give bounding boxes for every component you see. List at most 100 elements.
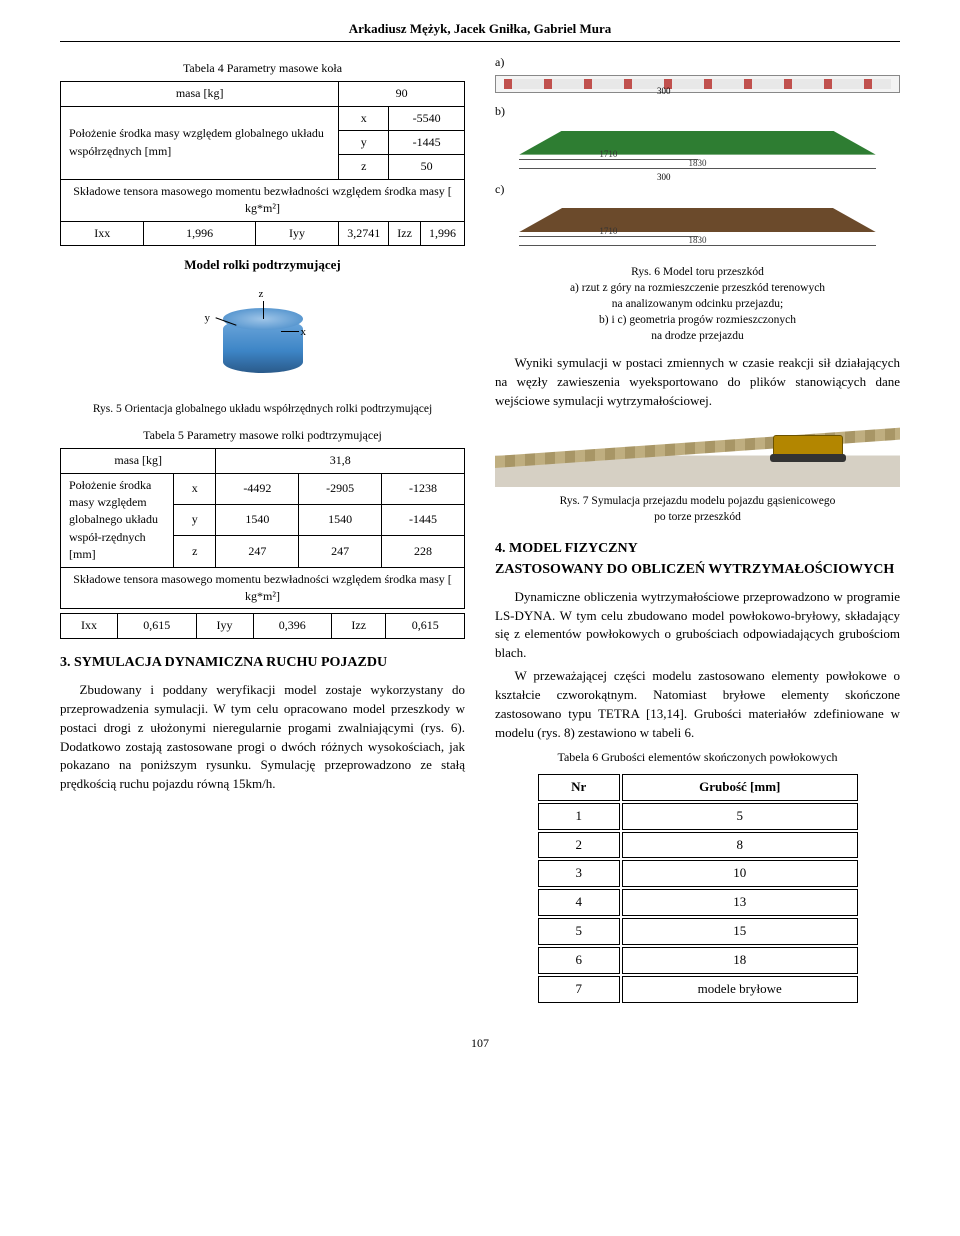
fig6-c-dim1830: 1830 — [519, 234, 875, 247]
table6: Nr Grubość [mm] 15 28 310 413 515 618 7m… — [536, 772, 860, 1005]
table5-izz-label: Izz — [332, 614, 386, 638]
axis-x-label: x — [301, 325, 307, 341]
table4-pos-label: Położenie środka masy względem globalneg… — [61, 106, 339, 179]
fig6-caption-l1: Rys. 6 Model toru przeszkód — [631, 266, 764, 278]
fig6-label-c: c) — [495, 181, 900, 198]
table5-x-2: -1238 — [382, 473, 465, 504]
table5-z-2: 228 — [382, 536, 465, 567]
roller-title: Model rolki podtrzymującej — [60, 256, 465, 275]
section4-title-l2: ZASTOSOWANY DO OBLICZEŃ WYTRZYMAŁOŚCIOWY… — [495, 562, 894, 577]
table4-x-label: x — [339, 106, 389, 130]
table5-row-z: z — [174, 536, 216, 567]
table4-izz-label: Izz — [389, 221, 421, 245]
fig6-a-diagram — [495, 75, 900, 93]
roller-figure: z y x — [193, 283, 333, 393]
table5-iyy-label: Iyy — [196, 614, 253, 638]
fig6-caption: Rys. 6 Model toru przeszkód a) rzut z gó… — [495, 264, 900, 344]
fig6-caption-l3: na analizowanym odcinku przejazdu; — [612, 298, 783, 310]
fig7-diagram — [495, 417, 900, 487]
axis-z-label: z — [259, 287, 264, 303]
table6-row: 7modele bryłowe — [538, 976, 858, 1003]
fig6-caption-l5: na drodze przejazdu — [651, 330, 744, 342]
axis-y-label: y — [205, 311, 211, 327]
table6-caption: Tabela 6 Grubości elementów skończonych … — [495, 749, 900, 766]
table4-izz-value: 1,996 — [420, 221, 464, 245]
page-header: Arkadiusz Mężyk, Jacek Gniłka, Gabriel M… — [60, 20, 900, 42]
table6-r1c1: 1 — [538, 803, 620, 830]
table5-tensor-label: Składowe tensora masowego momentu bezwła… — [61, 567, 465, 609]
table6-r2c1: 2 — [538, 832, 620, 859]
table6-r7c1: 7 — [538, 976, 620, 1003]
table6-r5c1: 5 — [538, 918, 620, 945]
fig6-b-diagram: 1710 1830 — [495, 125, 900, 181]
table5-row-y: y — [174, 505, 216, 536]
table4-x-value: -5540 — [389, 106, 465, 130]
table4-z-value: 50 — [389, 155, 465, 179]
fig6-b-dims: 1710 1830 — [519, 159, 875, 177]
table4-caption: Tabela 4 Parametry masowe koła — [60, 60, 465, 77]
table5-mass-value: 31,8 — [216, 449, 465, 473]
table5-pos-label: Położenie środka masy względem globalneg… — [61, 473, 174, 567]
section4-title-l1: 4. MODEL FIZYCZNY — [495, 541, 638, 556]
section3-title: 3. SYMULACJA DYNAMICZNA RUCHU POJAZDU — [60, 653, 465, 673]
table4-mass-value: 90 — [339, 82, 465, 106]
table4-z-label: z — [339, 155, 389, 179]
section4-p2: W przeważającej części modelu zastosowan… — [495, 667, 900, 742]
table6-r6c2: 18 — [622, 947, 858, 974]
fig6-dim-300-b: 300 — [657, 85, 671, 98]
table4: masa [kg] 90 Położenie środka masy wzglę… — [60, 81, 465, 246]
table5-izz-value: 0,615 — [386, 614, 465, 638]
table5-mass-label: masa [kg] — [61, 449, 216, 473]
table6-col1: Nr — [538, 774, 620, 801]
fig6-b-dim1830: 1830 — [519, 157, 875, 170]
fig6-dim-300-c: 300 — [657, 171, 671, 184]
table6-col2: Grubość [mm] — [622, 774, 858, 801]
table6-row: 413 — [538, 889, 858, 916]
table5-ixx-label: Ixx — [61, 614, 118, 638]
table5-inertia: Ixx 0,615 Iyy 0,396 Izz 0,615 — [60, 613, 465, 638]
table6-r5c2: 15 — [622, 918, 858, 945]
section3-p1: Zbudowany i poddany weryfikacji model zo… — [60, 681, 465, 794]
fig5-caption: Rys. 5 Orientacja globalnego układu wspó… — [60, 401, 465, 417]
table6-r4c1: 4 — [538, 889, 620, 916]
table5-caption: Tabela 5 Parametry masowe rolki podtrzym… — [60, 427, 465, 444]
table5-row-x: x — [174, 473, 216, 504]
fig6-caption-l2: a) rzut z góry na rozmieszczenie przeszk… — [570, 282, 825, 294]
table5-z-0: 247 — [216, 536, 299, 567]
table6-r1c2: 5 — [622, 803, 858, 830]
fig6-c-diagram: 1710 1830 — [495, 202, 900, 258]
table6-r6c1: 6 — [538, 947, 620, 974]
fig6-c-dims: 1710 1830 — [519, 236, 875, 254]
table5-y-1: 1540 — [299, 505, 382, 536]
table6-row: 310 — [538, 860, 858, 887]
section4-title: 4. MODEL FIZYCZNY ZASTOSOWANY DO OBLICZE… — [495, 539, 900, 580]
table6-r2c2: 8 — [622, 832, 858, 859]
fig7-caption: Rys. 7 Symulacja przejazdu modelu pojazd… — [495, 493, 900, 525]
table5-y-0: 1540 — [216, 505, 299, 536]
fig6-caption-l4: b) i c) geometria progów rozmieszczonych — [599, 314, 796, 326]
table5-iyy-value: 0,396 — [253, 614, 332, 638]
fig7-vehicle — [773, 435, 843, 457]
page-number: 107 — [60, 1035, 900, 1052]
table5-y-2: -1445 — [382, 505, 465, 536]
left-column: Tabela 4 Parametry masowe koła masa [kg]… — [60, 54, 465, 1011]
fig7-caption-l2: po torze przeszkód — [654, 511, 741, 523]
table6-r3c1: 3 — [538, 860, 620, 887]
fig6-label-b: b) — [495, 103, 900, 120]
right-para-1: Wyniki symulacji w postaci zmiennych w c… — [495, 354, 900, 411]
table5-x-1: -2905 — [299, 473, 382, 504]
table5-z-1: 247 — [299, 536, 382, 567]
table6-r3c2: 10 — [622, 860, 858, 887]
fig6-label-a: a) — [495, 54, 900, 71]
table4-iyy-value: 3,2741 — [339, 221, 389, 245]
table4-y-value: -1445 — [389, 131, 465, 155]
two-column-layout: Tabela 4 Parametry masowe koła masa [kg]… — [60, 54, 900, 1011]
table4-tensor-label: Składowe tensora masowego momentu bezwła… — [61, 179, 465, 221]
table4-ixx-label: Ixx — [61, 221, 144, 245]
right-column: a) 300 b) 1710 1830 300 c) 1710 1830 — [495, 54, 900, 1011]
table5-x-0: -4492 — [216, 473, 299, 504]
table6-row: 28 — [538, 832, 858, 859]
table4-mass-label: masa [kg] — [61, 82, 339, 106]
table6-r4c2: 13 — [622, 889, 858, 916]
section4-p1: Dynamiczne obliczenia wytrzymałościowe p… — [495, 588, 900, 663]
